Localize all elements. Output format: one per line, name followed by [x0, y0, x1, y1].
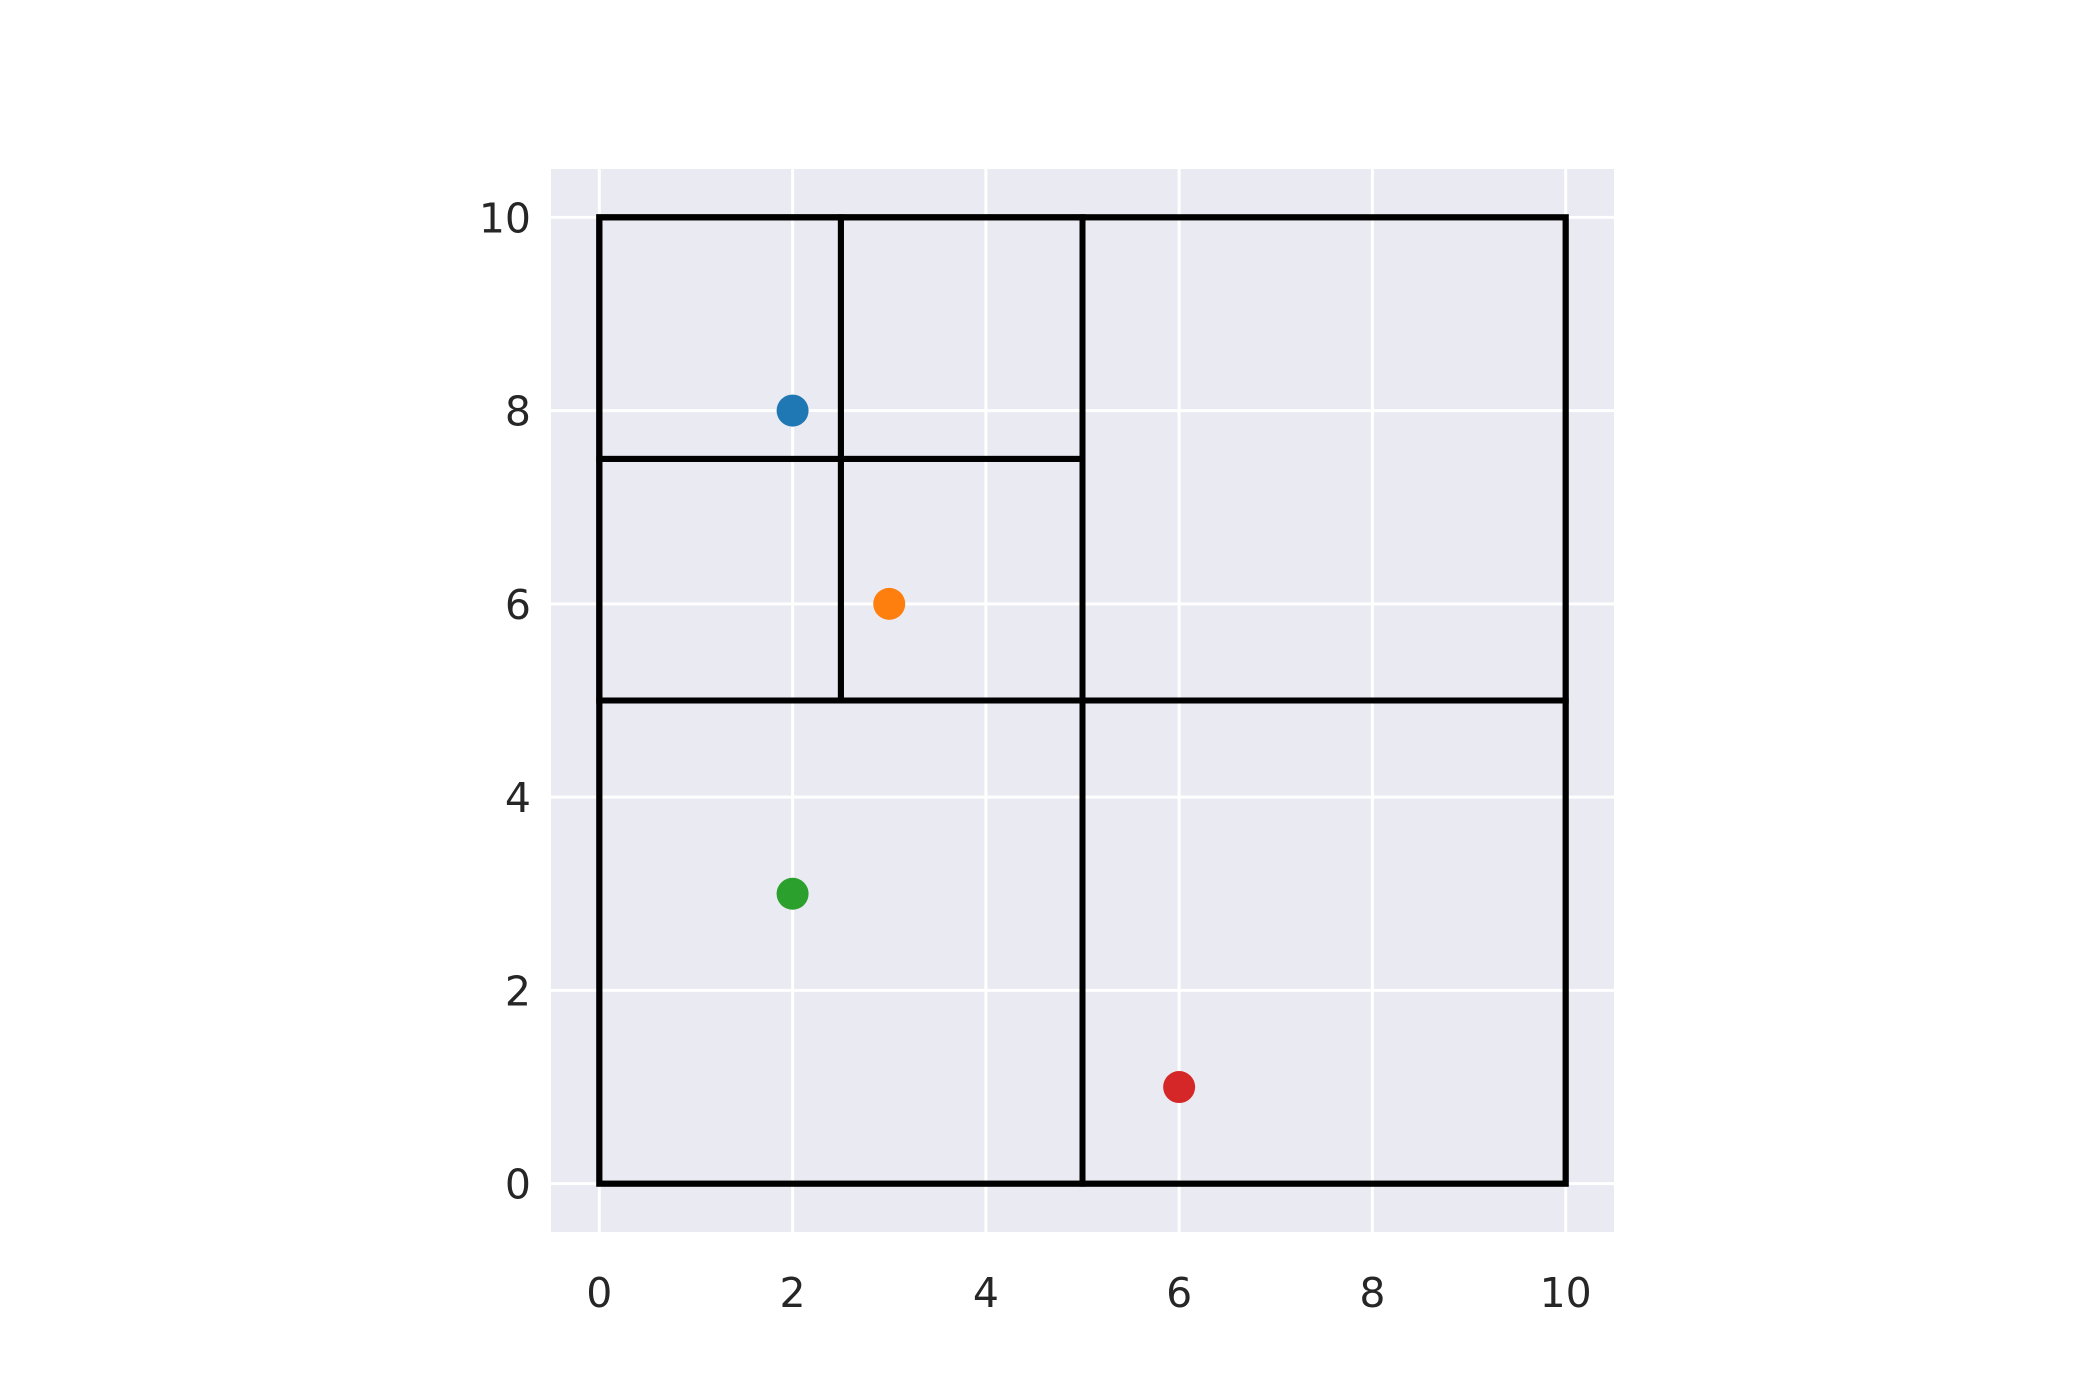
quadtree-cells	[596, 214, 1569, 1187]
x-tick-label: 4	[973, 1269, 999, 1317]
y-tick-label: 0	[505, 1161, 531, 1209]
y-tick-label: 10	[479, 194, 531, 242]
x-tick-label: 6	[1166, 1269, 1192, 1317]
y-tick-label: 6	[505, 581, 531, 629]
y-tick-label: 2	[505, 967, 531, 1015]
data-point	[873, 587, 906, 620]
x-tick-label: 2	[780, 1269, 806, 1317]
x-tick-label: 10	[1540, 1269, 1592, 1317]
data-point	[776, 394, 809, 427]
y-tick-label: 4	[505, 774, 531, 822]
quadtree-cell	[837, 214, 1086, 462]
y-tick-label: 8	[505, 388, 531, 436]
scatter-points	[776, 394, 1196, 1104]
y-axis-ticks: 0 2 4 6 8 10	[479, 194, 531, 1208]
x-tick-label: 0	[586, 1269, 612, 1317]
x-tick-label: 8	[1359, 1269, 1385, 1317]
x-axis-ticks: 0 2 4 6 8 10	[586, 1269, 1591, 1317]
data-point	[776, 877, 809, 910]
data-point	[1163, 1071, 1196, 1104]
